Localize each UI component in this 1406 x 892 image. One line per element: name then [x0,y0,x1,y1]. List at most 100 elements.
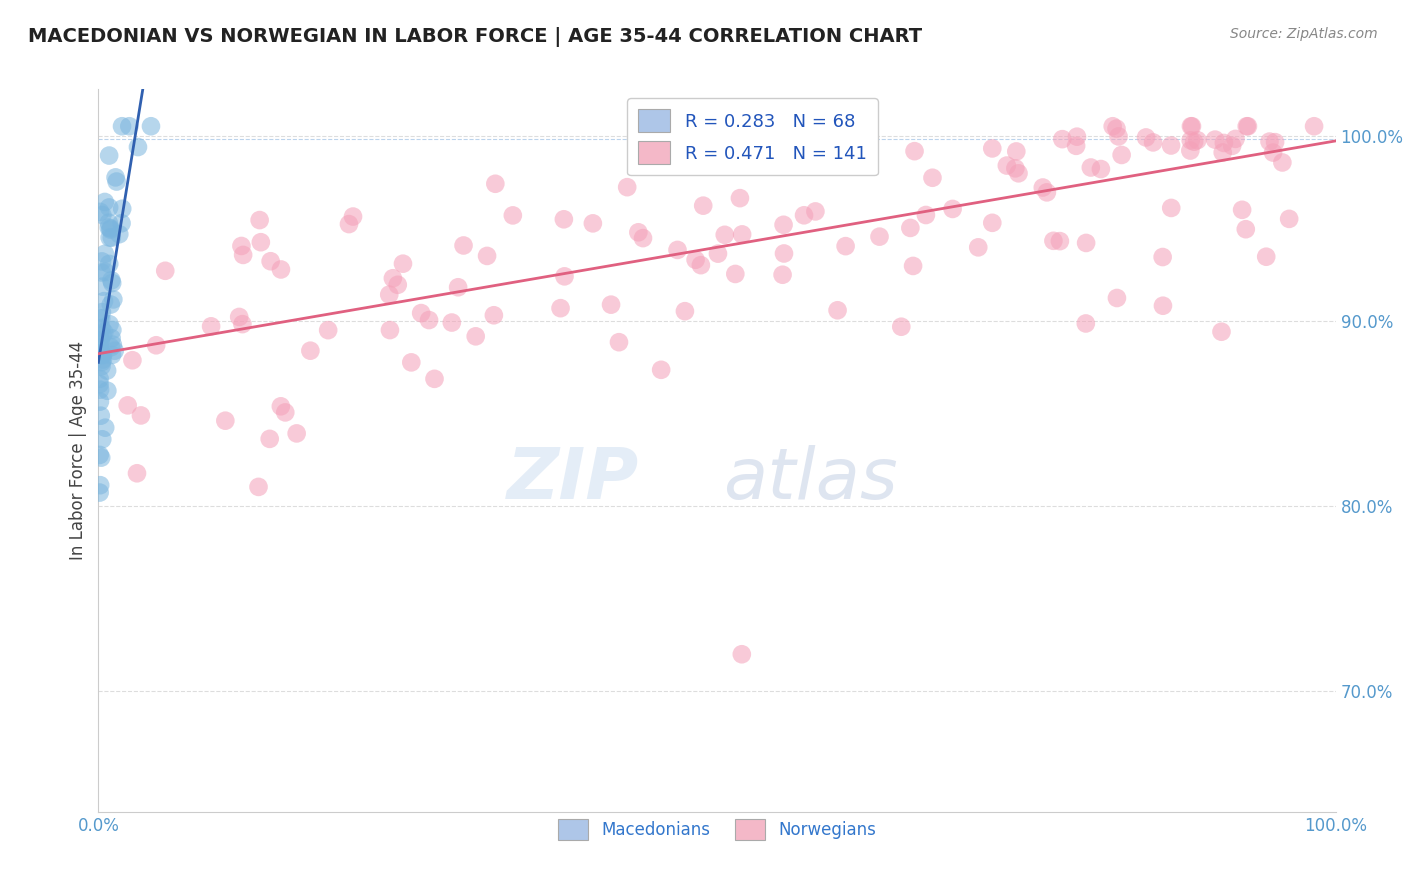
Point [682,136,704,150]
Point [731,227,754,242]
Point [101,323,124,337]
Point [1032,180,1054,194]
Point [823,132,845,146]
Point [582,216,605,230]
Point [337,217,360,231]
Point [1278,211,1301,226]
Point [97,220,120,235]
Point [1236,120,1258,134]
Point [231,239,253,253]
Point [96,363,118,377]
Point [666,243,689,257]
Point [744,120,766,134]
Point [91,432,114,446]
Point [915,208,938,222]
Point [1237,120,1260,134]
Point [93,326,115,340]
Point [1052,132,1074,146]
Point [316,323,339,337]
Point [89,478,111,492]
Point [274,405,297,419]
Point [1108,129,1130,144]
Point [259,432,281,446]
Point [627,225,650,239]
Point [247,480,270,494]
Point [90,311,112,326]
Point [707,246,730,260]
Point [89,348,111,362]
Point [631,231,654,245]
Point [117,398,139,412]
Point [1211,325,1233,339]
Point [1049,234,1071,248]
Y-axis label: In Labor Force | Age 35-44: In Labor Force | Age 35-44 [69,341,87,560]
Point [773,139,796,153]
Point [1271,155,1294,169]
Point [91,328,114,343]
Point [270,400,292,414]
Point [550,301,572,315]
Point [90,355,112,369]
Point [101,348,124,362]
Point [901,259,924,273]
Point [773,246,796,260]
Point [607,335,630,350]
Point [453,238,475,252]
Point [381,271,404,285]
Point [1135,130,1157,145]
Point [827,303,849,318]
Point [447,280,470,294]
Point [484,177,506,191]
Point [1225,132,1247,146]
Point [96,384,118,398]
Point [378,287,401,301]
Point [692,199,714,213]
Point [103,293,125,307]
Point [1220,139,1243,153]
Point [105,175,128,189]
Point [713,227,735,242]
Point [1080,161,1102,175]
Point [1066,129,1088,144]
Point [89,448,111,462]
Point [1264,135,1286,149]
Point [98,317,121,331]
Point [748,136,770,150]
Point [98,230,121,244]
Point [89,394,111,409]
Point [90,265,112,279]
Point [228,310,250,324]
Point [200,319,222,334]
Point [616,180,638,194]
Point [108,227,131,242]
Point [121,353,143,368]
Point [250,235,273,250]
Point [89,377,111,392]
Point [1142,136,1164,150]
Point [423,372,446,386]
Point [1064,138,1087,153]
Point [440,316,463,330]
Point [1180,120,1202,134]
Point [91,254,114,268]
Point [1074,235,1097,250]
Point [90,333,112,347]
Point [101,337,124,351]
Point [1160,201,1182,215]
Point [1204,133,1226,147]
Point [1004,161,1026,176]
Point [111,120,134,134]
Point [90,450,112,465]
Point [1152,250,1174,264]
Point [1042,234,1064,248]
Point [342,210,364,224]
Point [270,262,292,277]
Point [89,329,111,343]
Point [1105,291,1128,305]
Point [1258,135,1281,149]
Point [214,414,236,428]
Point [671,141,693,155]
Point [803,128,825,143]
Point [1187,133,1209,147]
Point [1105,121,1128,136]
